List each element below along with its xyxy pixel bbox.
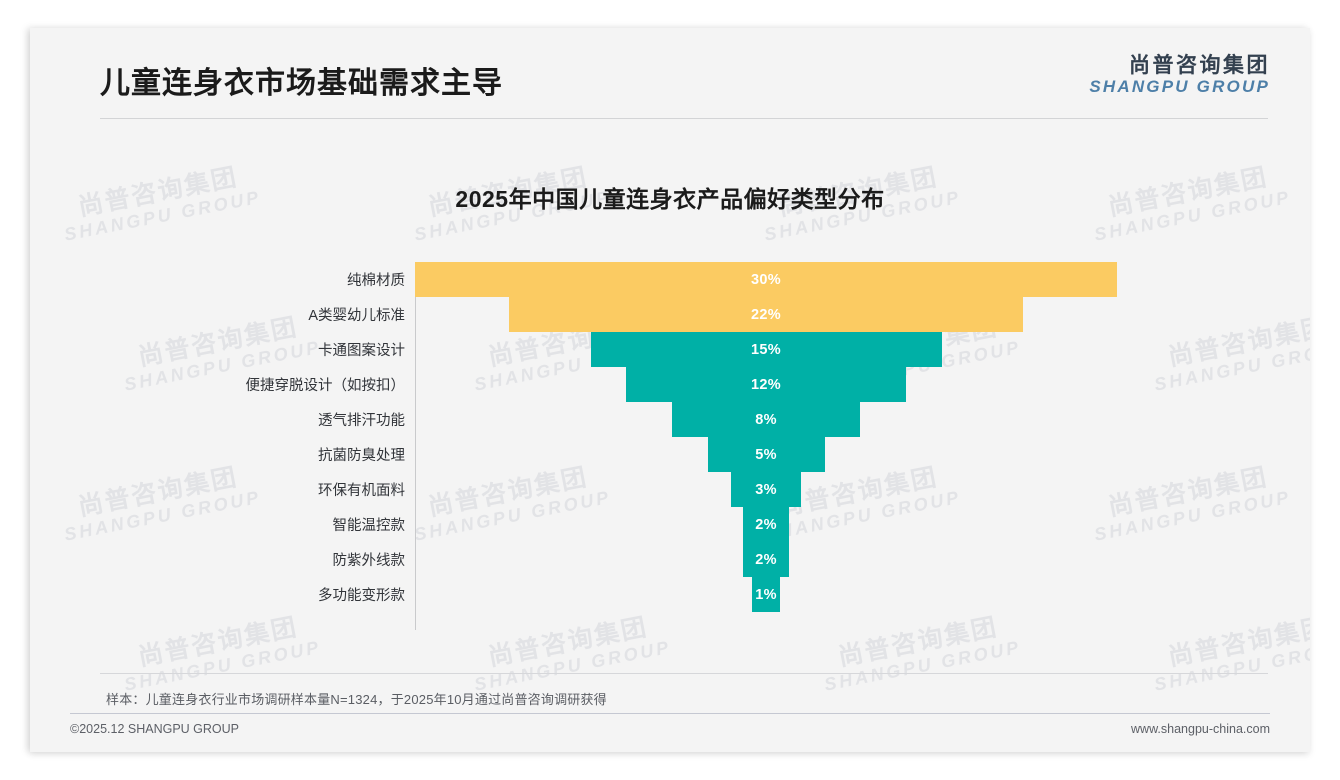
funnel-chart-plot: 纯棉材质 30% A类婴幼儿标准 22% 卡通图案设计 15% 便捷穿脱设计（如按扣） 12%…: [190, 262, 1170, 630]
funnel-row: A类婴幼儿标准 22%: [190, 297, 1170, 332]
brand-name-en: SHANGPU GROUP: [1089, 77, 1270, 97]
funnel-bar[interactable]: 30%: [415, 262, 1117, 297]
category-label: 环保有机面料: [318, 483, 405, 499]
category-label: 智能温控款: [332, 518, 406, 534]
funnel-row: 多功能变形款 1%: [190, 577, 1170, 612]
bar-value-label: 22%: [751, 306, 781, 323]
funnel-rows: 纯棉材质 30% A类婴幼儿标准 22% 卡通图案设计 15% 便捷穿脱设计（如按扣） 12%…: [190, 262, 1170, 630]
brand-name-cn: 尚普咨询集团: [1129, 54, 1270, 77]
bar-value-label: 5%: [755, 446, 777, 463]
funnel-bar[interactable]: 2%: [742, 507, 790, 542]
category-label: 多功能变形款: [318, 588, 405, 604]
chart-area: 2025年中国儿童连身衣产品偏好类型分布 纯棉材质 30% A类婴幼儿标准 22% 卡通…: [30, 124, 1310, 654]
note-divider: [100, 673, 1268, 674]
copyright-text: ©2025.12 SHANGPU GROUP: [70, 722, 239, 736]
bar-value-label: 15%: [751, 341, 781, 358]
funnel-row: 抗菌防臭处理 5%: [190, 437, 1170, 472]
header-divider: [100, 118, 1268, 119]
category-label: A类婴幼儿标准: [308, 308, 405, 324]
funnel-bar[interactable]: 8%: [672, 402, 860, 437]
funnel-bar[interactable]: 15%: [590, 332, 942, 367]
funnel-bar[interactable]: 22%: [508, 297, 1024, 332]
funnel-row: 防紫外线款 2%: [190, 542, 1170, 577]
bar-value-label: 2%: [755, 551, 777, 568]
bar-value-label: 1%: [755, 586, 777, 603]
category-label: 抗菌防臭处理: [318, 448, 405, 464]
funnel-row: 便捷穿脱设计（如按扣） 12%: [190, 367, 1170, 402]
category-label: 透气排汗功能: [318, 413, 405, 429]
bar-value-label: 12%: [751, 376, 781, 393]
funnel-row: 透气排汗功能 8%: [190, 402, 1170, 437]
funnel-row: 智能温控款 2%: [190, 507, 1170, 542]
category-label: 纯棉材质: [347, 273, 405, 289]
funnel-row: 纯棉材质 30%: [190, 262, 1170, 297]
slide: 尚普咨询集团 SHANGPU GROUP 尚普咨询集团 SHANGPU GROUP 尚普…: [30, 28, 1310, 752]
funnel-bar[interactable]: 2%: [742, 542, 790, 577]
chart-title: 2025年中国儿童连身衣产品偏好类型分布: [455, 186, 885, 212]
footer-divider: [70, 713, 1270, 714]
category-label: 便捷穿脱设计（如按扣）: [245, 378, 406, 394]
bar-value-label: 3%: [755, 481, 777, 498]
funnel-bar[interactable]: 1%: [752, 577, 780, 612]
slide-footer: ©2025.12 SHANGPU GROUP www.shangpu-china…: [30, 714, 1310, 752]
bar-value-label: 2%: [755, 516, 777, 533]
brand-logo: 尚普咨询集团 SHANGPU GROUP: [1089, 54, 1270, 97]
slide-header: 儿童连身衣市场基础需求主导 尚普咨询集团 SHANGPU GROUP: [30, 28, 1310, 124]
sample-note: 样本：儿童连身衣行业市场调研样本量N=1324，于2025年10月通过尚普咨询调…: [106, 692, 607, 707]
bar-value-label: 8%: [755, 411, 777, 428]
bar-value-label: 30%: [751, 271, 781, 288]
category-label: 防紫外线款: [332, 553, 406, 569]
category-label: 卡通图案设计: [318, 343, 405, 359]
funnel-bar[interactable]: 3%: [730, 472, 802, 507]
funnel-row: 环保有机面料 3%: [190, 472, 1170, 507]
page-title: 儿童连身衣市场基础需求主导: [100, 67, 503, 100]
category-axis-line: [415, 262, 416, 630]
website-link[interactable]: www.shangpu-china.com: [1131, 722, 1270, 736]
funnel-row: 卡通图案设计 15%: [190, 332, 1170, 367]
funnel-bar[interactable]: 5%: [707, 437, 825, 472]
funnel-bar[interactable]: 12%: [625, 367, 907, 402]
